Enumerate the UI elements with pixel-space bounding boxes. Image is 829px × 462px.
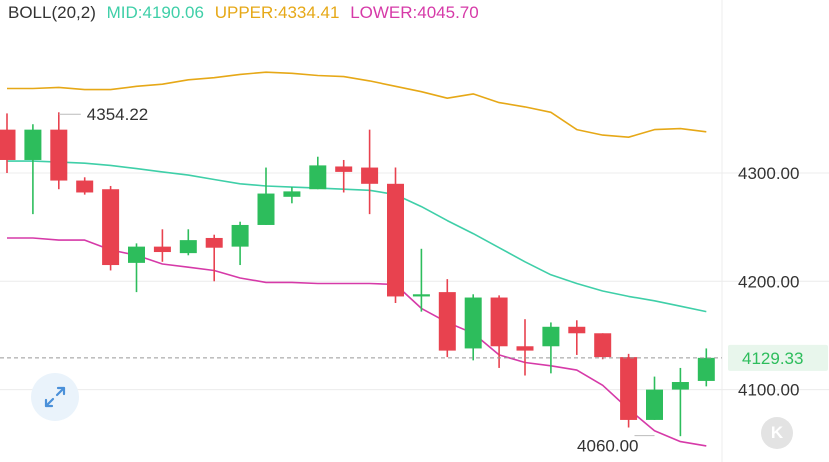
candle (464, 294, 482, 361)
candle (231, 221, 249, 266)
current-price-label: 4129.33 (742, 349, 803, 368)
candle-body (361, 167, 379, 184)
candle (594, 333, 612, 360)
candle (620, 353, 638, 428)
candles (0, 112, 715, 437)
candle (568, 320, 586, 355)
candle (102, 185, 120, 271)
y-tick-label: 4300.00 (738, 164, 799, 183)
candle-body (231, 224, 249, 247)
legend-upper: UPPER:4334.41 (214, 3, 340, 22)
candle-body (335, 166, 353, 172)
candle-body (542, 326, 560, 347)
candle-body (102, 189, 120, 266)
candle-body (671, 382, 689, 390)
candle-body (128, 246, 145, 263)
candle (50, 112, 68, 190)
annotations: 4354.22 4060.00 (58, 105, 655, 456)
candle (387, 167, 404, 303)
candle (516, 319, 534, 376)
candle (646, 376, 663, 420)
boll-lower-line (7, 237, 707, 447)
k-button-label: K (770, 423, 784, 442)
candle-body (438, 292, 456, 351)
candle-body (516, 346, 534, 351)
candle (24, 124, 42, 215)
candle (490, 295, 508, 368)
candle (283, 187, 301, 204)
k-line-button[interactable]: K (761, 417, 793, 449)
annotation-high-label: 4354.22 (87, 105, 148, 124)
candle (697, 348, 715, 387)
candle-body (490, 297, 508, 347)
candle (257, 167, 275, 225)
legend-mid: MID:4190.06 (106, 3, 204, 22)
candle-body (594, 333, 612, 358)
candle (309, 156, 327, 190)
candle (542, 322, 560, 374)
candle-body (179, 240, 197, 254)
candle-body (50, 129, 68, 181)
legend-lower: LOWER:4045.70 (350, 3, 479, 22)
boll-upper-line (7, 71, 707, 138)
candle-body (620, 357, 638, 420)
candle (671, 367, 689, 437)
boll-mid-line (7, 160, 707, 313)
annotation-low-label: 4060.00 (577, 437, 638, 456)
candle-body (412, 294, 430, 297)
expand-arrows-icon (44, 386, 66, 408)
current-price-line: 4129.33 (0, 344, 828, 371)
candle (153, 229, 171, 262)
candle-body (153, 246, 171, 253)
candle-body (646, 389, 663, 420)
y-axis-ticks: 4300.00 4200.00 4100.00 (738, 164, 799, 400)
candle-body (309, 165, 327, 190)
candle-body (568, 326, 586, 334)
candle-body (387, 183, 404, 297)
candle (205, 234, 223, 282)
candle (0, 113, 16, 173)
candle (412, 248, 430, 312)
candle-body (24, 129, 42, 160)
candle-body (464, 297, 482, 349)
current-price-tag (728, 344, 828, 371)
y-tick-label: 4200.00 (738, 272, 799, 291)
boll-bands (7, 71, 707, 447)
candle (335, 159, 353, 193)
candle-body (76, 180, 94, 193)
legend-name: BOLL(20,2) (8, 3, 96, 22)
candle-body (205, 237, 223, 248)
boll-legend: BOLL(20,2) MID:4190.06 UPPER:4334.41 LOW… (8, 3, 485, 23)
candle (76, 177, 94, 195)
y-tick-label: 4100.00 (738, 381, 799, 400)
candle-body (257, 193, 275, 225)
candle (438, 279, 456, 358)
candle-body (697, 357, 715, 381)
candle (361, 129, 379, 215)
candle-body (283, 191, 301, 197)
candle (179, 229, 197, 256)
candle (128, 243, 145, 293)
candle-body (0, 129, 16, 160)
expand-button[interactable] (31, 373, 79, 421)
